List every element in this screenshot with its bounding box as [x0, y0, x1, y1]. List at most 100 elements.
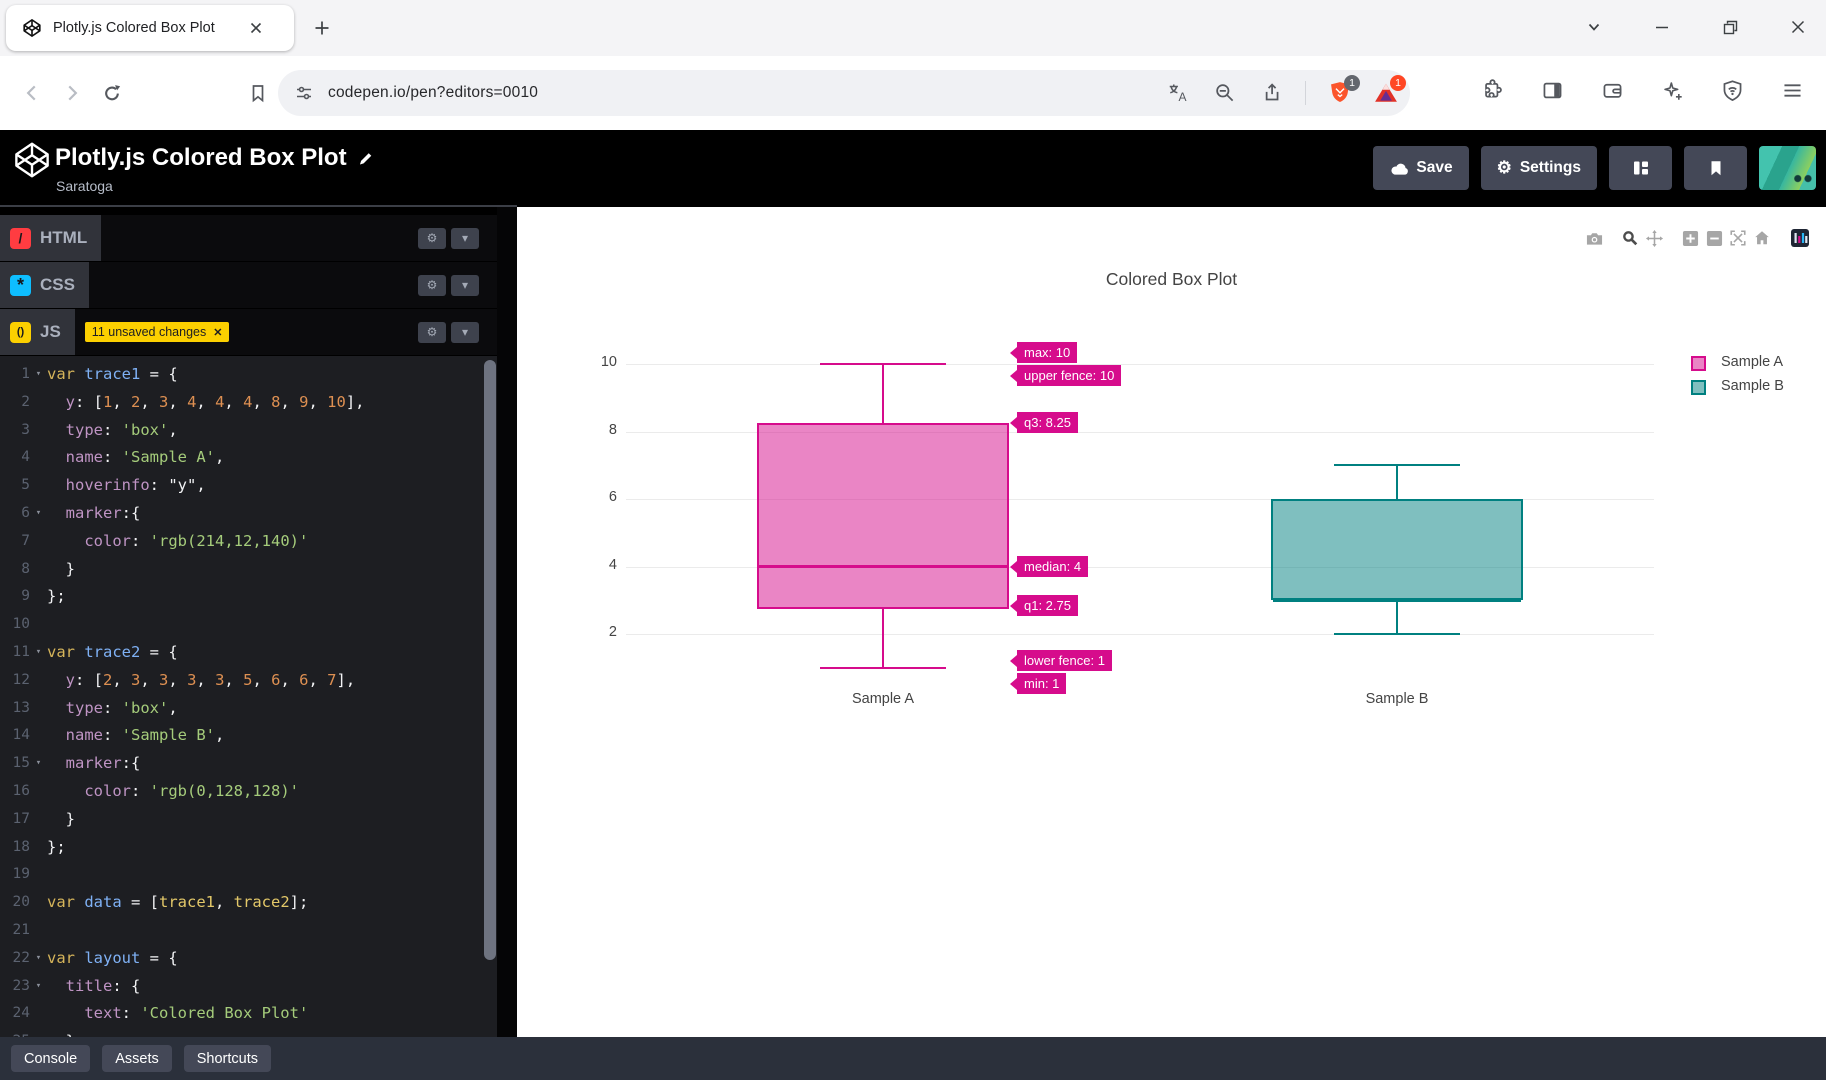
reset-axes-home-icon[interactable] — [1750, 227, 1774, 249]
extensions-puzzle-icon[interactable] — [1472, 70, 1512, 110]
code-line[interactable]: 17 } — [0, 806, 497, 834]
vpn-shield-icon[interactable] — [1712, 70, 1752, 110]
camera-download-icon[interactable] — [1582, 227, 1606, 249]
pen-author[interactable]: Saratoga — [56, 178, 113, 194]
fold-gutter — [30, 861, 47, 889]
back-button[interactable] — [12, 73, 52, 113]
whisker-lower[interactable] — [1396, 600, 1398, 634]
plotly-logo-icon[interactable] — [1788, 227, 1812, 249]
sidebar-icon[interactable] — [1532, 70, 1572, 110]
pin-collection-button[interactable] — [1684, 146, 1747, 190]
zoom-in-icon[interactable] — [1678, 227, 1702, 249]
css-collapse-chevron-icon[interactable]: ▾ — [451, 274, 479, 296]
console-button[interactable]: Console — [11, 1045, 91, 1072]
forward-button[interactable] — [52, 73, 92, 113]
code-line[interactable]: 6 ▾ marker:{ — [0, 500, 497, 528]
fold-arrow-icon[interactable]: ▾ — [35, 952, 42, 963]
code-line[interactable]: 12 y: [2, 3, 3, 3, 3, 5, 6, 6, 7], — [0, 667, 497, 695]
fold-arrow-icon[interactable]: ▾ — [35, 507, 42, 518]
brave-shield-icon[interactable]: 1 — [1328, 75, 1360, 105]
code-line[interactable]: 24 text: 'Colored Box Plot' — [0, 1000, 497, 1028]
code-line[interactable]: 25 } — [0, 1028, 497, 1037]
code-line[interactable]: 3 type: 'box', — [0, 417, 497, 445]
legend-swatch[interactable] — [1691, 380, 1706, 395]
url-text[interactable]: codepen.io/pen?editors=0010 — [328, 84, 539, 101]
whisker-lower[interactable] — [882, 608, 884, 668]
whisker-upper[interactable] — [1396, 465, 1398, 499]
code-line[interactable]: 7 color: 'rgb(214,12,140)' — [0, 528, 497, 556]
save-button[interactable]: Save — [1373, 146, 1469, 190]
window-restore-button[interactable] — [1710, 8, 1750, 46]
avatar[interactable] — [1759, 146, 1816, 190]
html-collapse-chevron-icon[interactable]: ▾ — [451, 227, 479, 249]
settings-button[interactable]: ⚙ Settings — [1480, 146, 1597, 190]
whisker-upper[interactable] — [882, 364, 884, 424]
change-view-button[interactable] — [1609, 146, 1672, 190]
reload-button[interactable] — [92, 73, 132, 113]
code-line[interactable]: 14 name: 'Sample B', — [0, 722, 497, 750]
y-tick-label: 8 — [608, 421, 617, 438]
menu-hamburger-icon[interactable] — [1772, 70, 1812, 110]
tab-close-icon[interactable] — [245, 17, 267, 39]
code-line[interactable]: 23 ▾ title: { — [0, 973, 497, 1001]
css-settings-gear-icon[interactable]: ⚙ — [418, 274, 446, 296]
translate-icon[interactable]: A — [1167, 81, 1191, 105]
code-line[interactable]: 21 — [0, 917, 497, 945]
tab-search-chevron-icon[interactable] — [1574, 8, 1614, 46]
tab-js[interactable]: () JS — [0, 309, 75, 355]
shortcuts-button[interactable]: Shortcuts — [183, 1045, 271, 1072]
js-code-editor[interactable]: 1 ▾ var trace1 = {2 y: [1, 2, 3, 4, 4, 4, … — [0, 356, 497, 1037]
code-line[interactable]: 16 color: 'rgb(0,128,128)' — [0, 778, 497, 806]
code-line[interactable]: 19 — [0, 861, 497, 889]
edit-pencil-icon[interactable] — [357, 150, 374, 167]
code-line[interactable]: 15 ▾ marker:{ — [0, 750, 497, 778]
html-settings-gear-icon[interactable]: ⚙ — [418, 227, 446, 249]
js-collapse-chevron-icon[interactable]: ▾ — [451, 321, 479, 343]
share-icon[interactable] — [1259, 81, 1283, 105]
legend-label[interactable]: Sample A — [1721, 354, 1784, 370]
browser-tab[interactable]: Plotly.js Colored Box Plot — [6, 5, 294, 51]
brave-rewards-icon[interactable]: 1 — [1374, 75, 1406, 105]
window-minimize-button[interactable] — [1642, 8, 1682, 46]
autoscale-icon[interactable] — [1726, 227, 1750, 249]
code-line[interactable]: 22 ▾ var layout = { — [0, 945, 497, 973]
zoom-tool-icon[interactable] — [1618, 227, 1642, 249]
assets-button[interactable]: Assets — [102, 1045, 172, 1072]
fold-arrow-icon[interactable]: ▾ — [35, 646, 42, 657]
legend-label[interactable]: Sample B — [1721, 378, 1784, 394]
zoom-out-icon[interactable] — [1213, 81, 1237, 105]
wallet-icon[interactable] — [1592, 70, 1632, 110]
unsaved-changes-badge[interactable]: 11 unsaved changes ✕ — [84, 322, 230, 342]
code-line[interactable]: 20 var data = [trace1, trace2]; — [0, 889, 497, 917]
pan-tool-icon[interactable] — [1642, 227, 1666, 249]
box-sample-a[interactable] — [757, 423, 1009, 609]
code-line[interactable]: 5 hoverinfo: "y", — [0, 472, 497, 500]
editor-preview-divider[interactable] — [497, 207, 517, 1037]
fold-arrow-icon[interactable]: ▾ — [35, 758, 42, 769]
code-line[interactable]: 2 y: [1, 2, 3, 4, 4, 4, 8, 9, 10], — [0, 389, 497, 417]
code-line[interactable]: 4 name: 'Sample A', — [0, 444, 497, 472]
tab-css[interactable]: * CSS — [0, 262, 89, 308]
editor-scrollbar[interactable] — [484, 360, 496, 960]
code-line[interactable]: 8 } — [0, 556, 497, 584]
code-line[interactable]: 1 ▾ var trace1 = { — [0, 361, 497, 389]
code-line[interactable]: 18}; — [0, 834, 497, 862]
code-line[interactable]: 13 type: 'box', — [0, 695, 497, 723]
window-close-button[interactable] — [1778, 8, 1818, 46]
code-line[interactable]: 11 ▾ var trace2 = { — [0, 639, 497, 667]
js-settings-gear-icon[interactable]: ⚙ — [418, 321, 446, 343]
codepen-logo-icon[interactable] — [12, 140, 52, 180]
fold-arrow-icon[interactable]: ▾ — [35, 369, 42, 379]
zoom-out-modebar-icon[interactable] — [1702, 227, 1726, 249]
site-settings-icon[interactable] — [294, 83, 314, 103]
leo-ai-sparkles-icon[interactable] — [1652, 70, 1692, 110]
bookmark-icon[interactable] — [238, 73, 278, 113]
legend-swatch[interactable] — [1691, 356, 1706, 371]
code-line[interactable]: 10 — [0, 611, 497, 639]
code-line[interactable]: 9}; — [0, 583, 497, 611]
new-tab-button[interactable] — [306, 12, 338, 44]
tab-html[interactable]: / HTML — [0, 215, 102, 261]
url-bar[interactable]: codepen.io/pen?editors=0010 A — [278, 70, 1410, 116]
box-sample-b[interactable] — [1271, 499, 1523, 601]
fold-arrow-icon[interactable]: ▾ — [35, 980, 42, 991]
